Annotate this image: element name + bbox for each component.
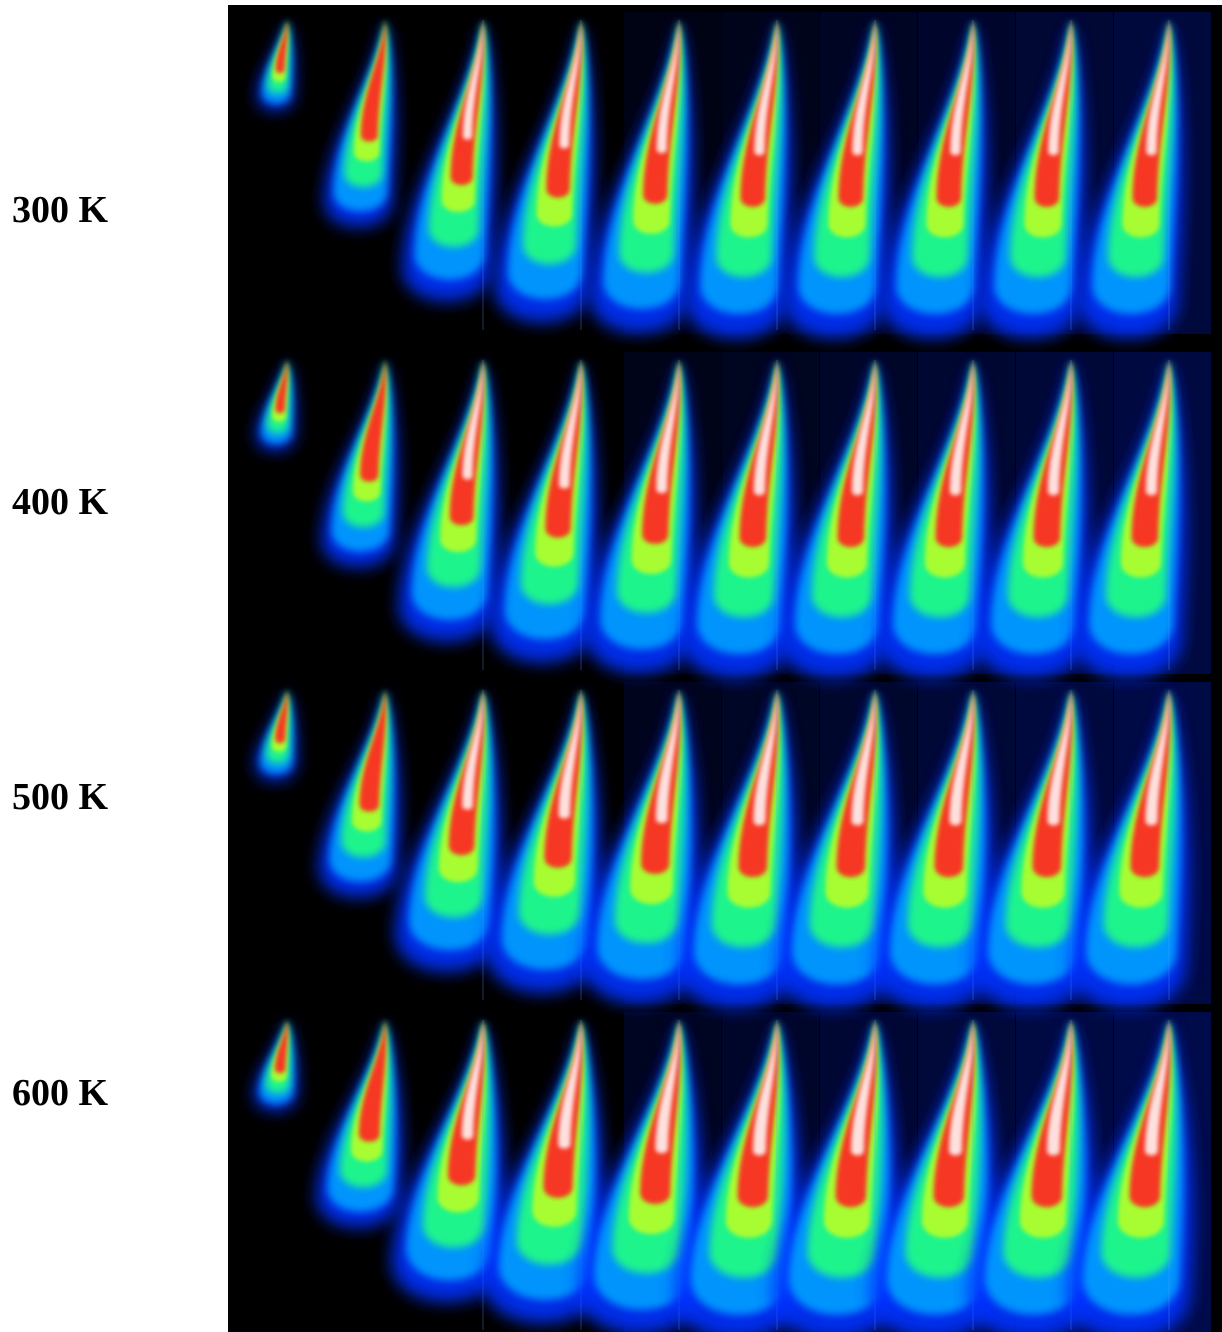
spray-plume-layer	[656, 360, 680, 494]
spray-plume-layer	[949, 360, 974, 496]
spray-plume-layer	[851, 690, 876, 826]
row-label: 400 K	[12, 481, 109, 523]
spray-plume-layer	[1145, 690, 1170, 826]
spray-plume-layer	[655, 690, 680, 824]
spray-plume-layer	[558, 1020, 582, 1149]
spray-plume-layer	[1047, 1020, 1072, 1156]
spray-plume-layer	[275, 690, 288, 744]
row-label: 300 K	[12, 189, 109, 231]
spray-plume-layer	[360, 360, 386, 482]
spray-plume-layer	[656, 20, 680, 154]
spray-plume-layer	[275, 20, 288, 74]
spray-plume-layer	[1047, 690, 1072, 826]
spray-plume-layer	[950, 20, 974, 156]
row-label: 600 K	[12, 1072, 109, 1114]
spray-plume-layer	[461, 1020, 484, 1140]
spray-plume-layer	[1145, 360, 1170, 496]
spray-plume-layer	[462, 360, 484, 480]
spray-plume-layer	[949, 1020, 974, 1156]
spray-plume-layer	[753, 1020, 778, 1156]
row-label: 500 K	[12, 776, 109, 818]
spray-plume-layer	[949, 690, 974, 826]
spray-plume-layer	[1146, 20, 1170, 156]
spray-plume-layer	[851, 360, 876, 496]
spray-plume-layer	[274, 1020, 288, 1074]
spray-plume-layer	[359, 690, 386, 812]
spray-plume-layer	[358, 1020, 387, 1142]
spray-plume-layer	[558, 360, 582, 489]
spray-plume-layer	[360, 20, 386, 142]
spray-plume-layer	[851, 1020, 876, 1156]
spray-plume-layer	[852, 20, 876, 156]
spray-plume-layer	[655, 1020, 680, 1154]
spray-plume-layer	[559, 20, 582, 149]
spray-plume-layer	[1048, 20, 1072, 156]
spray-plume-layer	[753, 360, 778, 496]
spray-plume-layer	[275, 360, 288, 414]
spray-plume-layer	[1145, 1020, 1170, 1156]
spray-plume-layer	[558, 690, 582, 819]
spray-plume-layer	[753, 690, 778, 826]
spray-plume-layer	[1047, 360, 1072, 496]
spray-plume-layer	[462, 690, 484, 810]
spray-plume-layer	[754, 20, 778, 156]
spray-plume-layer	[462, 20, 484, 140]
